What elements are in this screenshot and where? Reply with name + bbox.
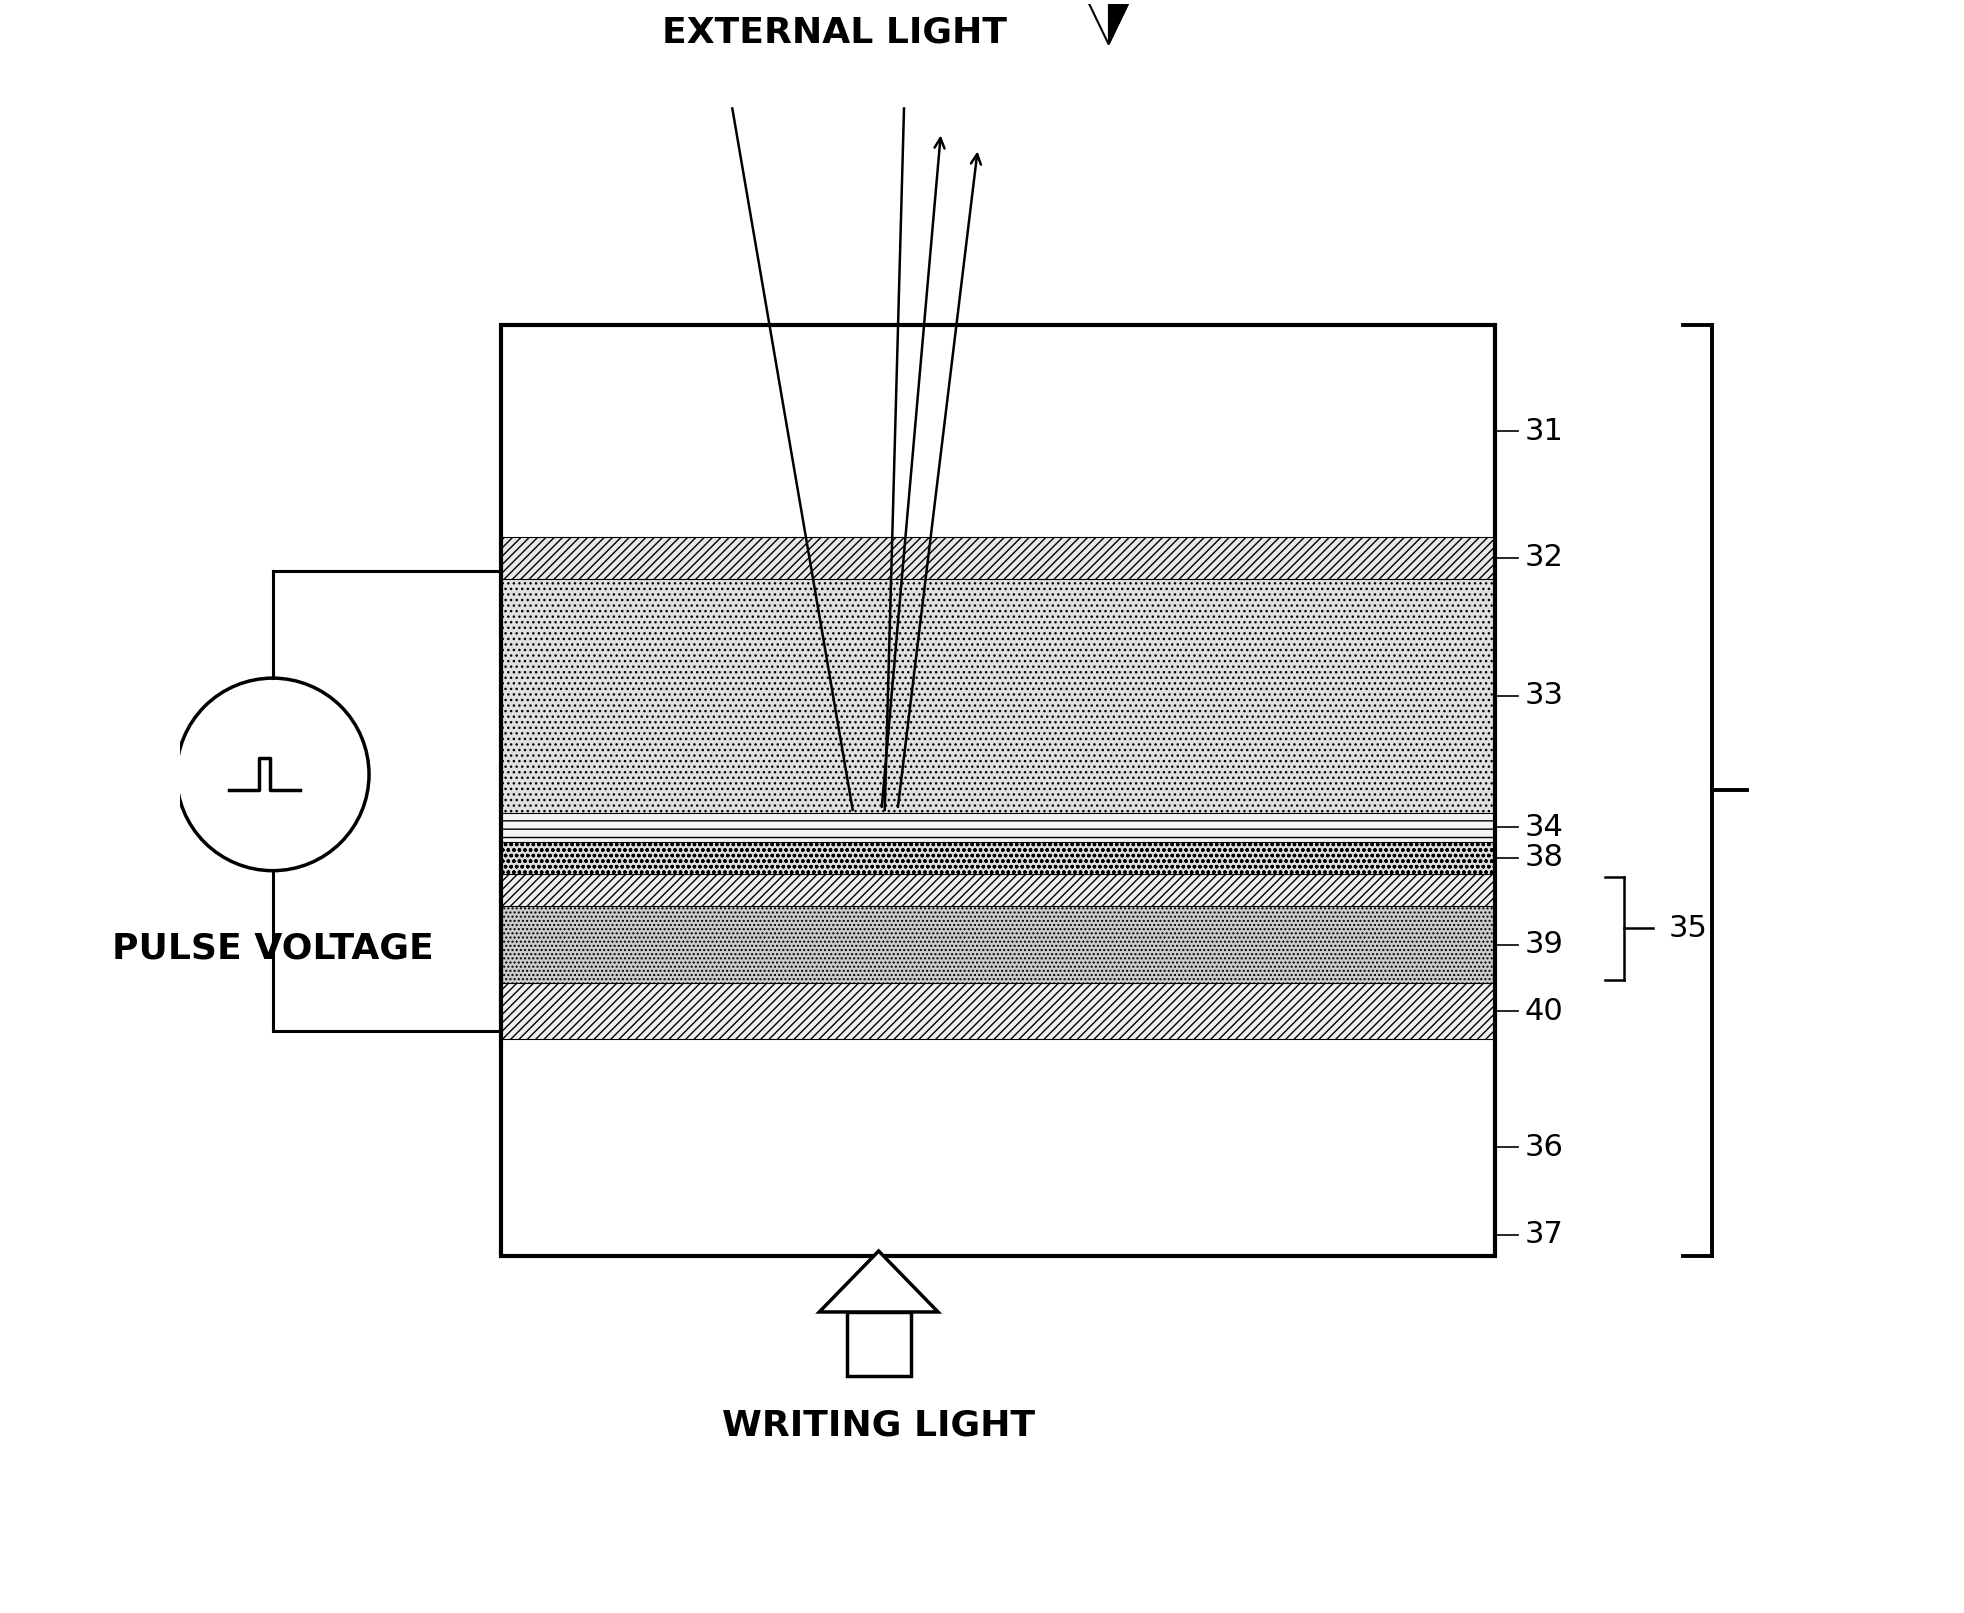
Bar (501, 982, 1495, 1039)
Text: PULSE VOLTAGE: PULSE VOLTAGE (112, 932, 434, 966)
Text: EXTERNAL LIGHT: EXTERNAL LIGHT (662, 15, 1008, 48)
Bar (501, 326, 1495, 1257)
Bar (501, 579, 1495, 813)
Text: 40: 40 (1524, 997, 1563, 1026)
Bar (501, 326, 1495, 537)
Polygon shape (819, 1252, 939, 1311)
Bar (501, 907, 1495, 982)
Polygon shape (1108, 0, 1151, 44)
Text: 32: 32 (1524, 544, 1563, 573)
Text: 39: 39 (1524, 931, 1563, 960)
Bar (501, 874, 1495, 907)
Polygon shape (1066, 0, 1151, 44)
Text: 35: 35 (1669, 915, 1707, 944)
Bar (501, 537, 1495, 579)
Bar (501, 813, 1495, 842)
Bar (501, 842, 1495, 874)
Text: 34: 34 (1524, 813, 1563, 842)
Text: 38: 38 (1524, 844, 1563, 873)
Bar (501, 1039, 1495, 1257)
Text: 31: 31 (1524, 416, 1563, 445)
Text: 36: 36 (1524, 1132, 1563, 1161)
Text: 33: 33 (1524, 681, 1563, 710)
Text: 37: 37 (1524, 1221, 1563, 1250)
Bar (846, 1311, 911, 1376)
Text: WRITING LIGHT: WRITING LIGHT (723, 1408, 1035, 1442)
